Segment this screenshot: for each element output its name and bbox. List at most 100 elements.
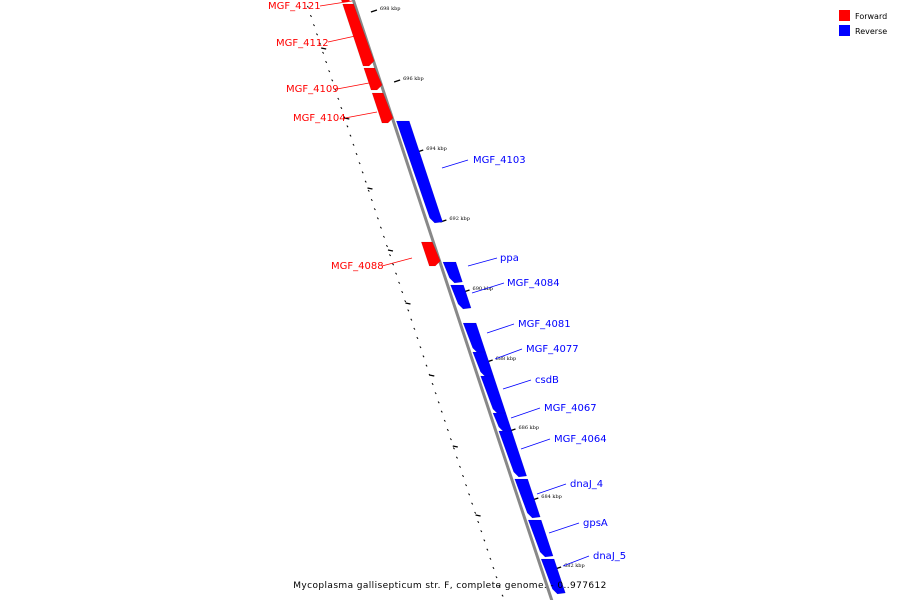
- gene-feature-mgf_4088[interactable]: [420, 241, 441, 267]
- gene-leader-line: [381, 257, 413, 267]
- left-tick: [452, 445, 458, 448]
- gene-leader-line: [536, 483, 567, 495]
- gene-label-mgf_4121[interactable]: MGF_4121: [268, 1, 321, 12]
- minor-tick: [452, 447, 455, 450]
- legend: Forward Reverse: [839, 10, 887, 36]
- minor-tick: [316, 33, 319, 36]
- axis-tick-label: 694 kbp: [426, 146, 447, 152]
- minor-tick: [410, 318, 413, 321]
- left-tick: [387, 249, 394, 252]
- gene-feature-mgf_4104[interactable]: [371, 92, 394, 124]
- minor-tick: [379, 226, 382, 229]
- minor-tick: [309, 14, 312, 18]
- gene-feature-gpsa[interactable]: [527, 519, 554, 558]
- minor-tick: [498, 585, 501, 588]
- minor-tick: [376, 217, 379, 220]
- gene-feature-mgf_4109[interactable]: [363, 67, 383, 91]
- left-tick: [321, 47, 327, 50]
- minor-tick: [501, 594, 504, 597]
- minor-tick: [446, 428, 449, 432]
- gene-label-gpsa[interactable]: gpsA: [583, 518, 608, 529]
- gene-label-mgf_4112[interactable]: MGF_4112: [276, 38, 329, 49]
- minor-tick: [382, 235, 385, 238]
- legend-forward-swatch: [839, 10, 850, 21]
- gene-label-mgf_4077[interactable]: MGF_4077: [526, 344, 579, 355]
- left-tick: [475, 514, 481, 517]
- gene-label-mgf_4088[interactable]: MGF_4088: [331, 261, 384, 272]
- minor-tick: [437, 401, 440, 404]
- gene-features: [341, 0, 566, 595]
- minor-tick: [389, 254, 392, 257]
- legend-reverse-label: Reverse: [855, 27, 887, 36]
- gene-leader-line: [562, 555, 590, 567]
- minor-tick: [349, 134, 352, 137]
- gene-feature-ppa[interactable]: [442, 261, 463, 284]
- legend-forward-label: Forward: [855, 12, 887, 21]
- genome-axis: [351, 0, 554, 600]
- gene-leader-line: [467, 257, 498, 267]
- gene-feature-mgf_4064[interactable]: [498, 430, 528, 478]
- minor-tick: [462, 474, 465, 478]
- minor-tick: [443, 419, 446, 422]
- gene-feature-mgf_4084[interactable]: [450, 284, 472, 310]
- minor-tick: [480, 530, 483, 533]
- minor-tick: [322, 51, 325, 54]
- minor-tick: [334, 88, 337, 91]
- gene-feature-dnaj_5[interactable]: [540, 558, 566, 595]
- minor-tick: [477, 520, 480, 524]
- axis-tick-label: 696 kbp: [403, 76, 424, 82]
- gene-label-dnaj_4[interactable]: dnaJ_4: [570, 479, 603, 490]
- gene-leader-line: [486, 323, 515, 334]
- gene-label-mgf_4081[interactable]: MGF_4081: [518, 319, 571, 330]
- minor-tick: [413, 327, 416, 330]
- gene-leader-line: [319, 0, 353, 7]
- minor-tick: [492, 566, 495, 570]
- minor-tick: [340, 106, 343, 110]
- minor-tick: [449, 438, 452, 441]
- gene-leader-line: [520, 438, 551, 450]
- minor-tick: [401, 290, 404, 294]
- gene-label-csdb[interactable]: csdB: [535, 375, 559, 386]
- minor-tick: [361, 171, 364, 174]
- gene-leader-line: [494, 348, 523, 360]
- gene-feature-dnaj_4[interactable]: [514, 478, 541, 519]
- minor-tick: [367, 189, 370, 192]
- minor-tick: [471, 502, 474, 505]
- minor-tick: [328, 70, 331, 73]
- axis-tick-label: 684 kbp: [541, 494, 562, 500]
- minor-tick: [385, 244, 388, 248]
- gene-label-dnaj_5[interactable]: dnaJ_5: [593, 551, 626, 562]
- axis-tick-label: 698 kbp: [380, 6, 401, 12]
- minor-tick: [352, 143, 355, 146]
- gene-label-ppa[interactable]: ppa: [500, 253, 519, 264]
- gene-feature-mgf_4103[interactable]: [395, 120, 444, 224]
- minor-tick: [407, 309, 410, 312]
- minor-tick: [474, 511, 477, 514]
- gene-leader-line: [510, 407, 541, 419]
- gene-leader-line: [548, 522, 580, 534]
- gene-label-mgf_4104[interactable]: MGF_4104: [293, 113, 346, 124]
- left-tick: [405, 302, 411, 305]
- minor-tick: [422, 355, 425, 358]
- gene-label-mgf_4109[interactable]: MGF_4109: [286, 84, 339, 95]
- gene-label-mgf_4103[interactable]: MGF_4103: [473, 155, 526, 166]
- gene-label-mgf_4084[interactable]: MGF_4084: [507, 278, 560, 289]
- minor-tick: [337, 97, 340, 100]
- minor-tick: [425, 364, 428, 367]
- minor-tick: [355, 152, 358, 156]
- gene-label-mgf_4064[interactable]: MGF_4064: [554, 434, 607, 445]
- minor-tick: [465, 484, 468, 487]
- gene-leader-line: [502, 379, 532, 390]
- minor-tick: [306, 5, 309, 8]
- gene-label-mgf_4067[interactable]: MGF_4067: [544, 403, 597, 414]
- left-tick: [367, 187, 373, 190]
- minor-tick: [346, 125, 349, 128]
- minor-tick: [395, 272, 398, 275]
- minor-tick: [455, 456, 458, 459]
- gene-leader-line: [441, 159, 469, 169]
- axis-tick-label: 682 kbp: [564, 563, 585, 569]
- left-tick: [429, 374, 435, 377]
- gene-labels: MGF_4121 MGF_4112 MGF_4109 MGF_4104 MGF_4103…: [268, 1, 626, 562]
